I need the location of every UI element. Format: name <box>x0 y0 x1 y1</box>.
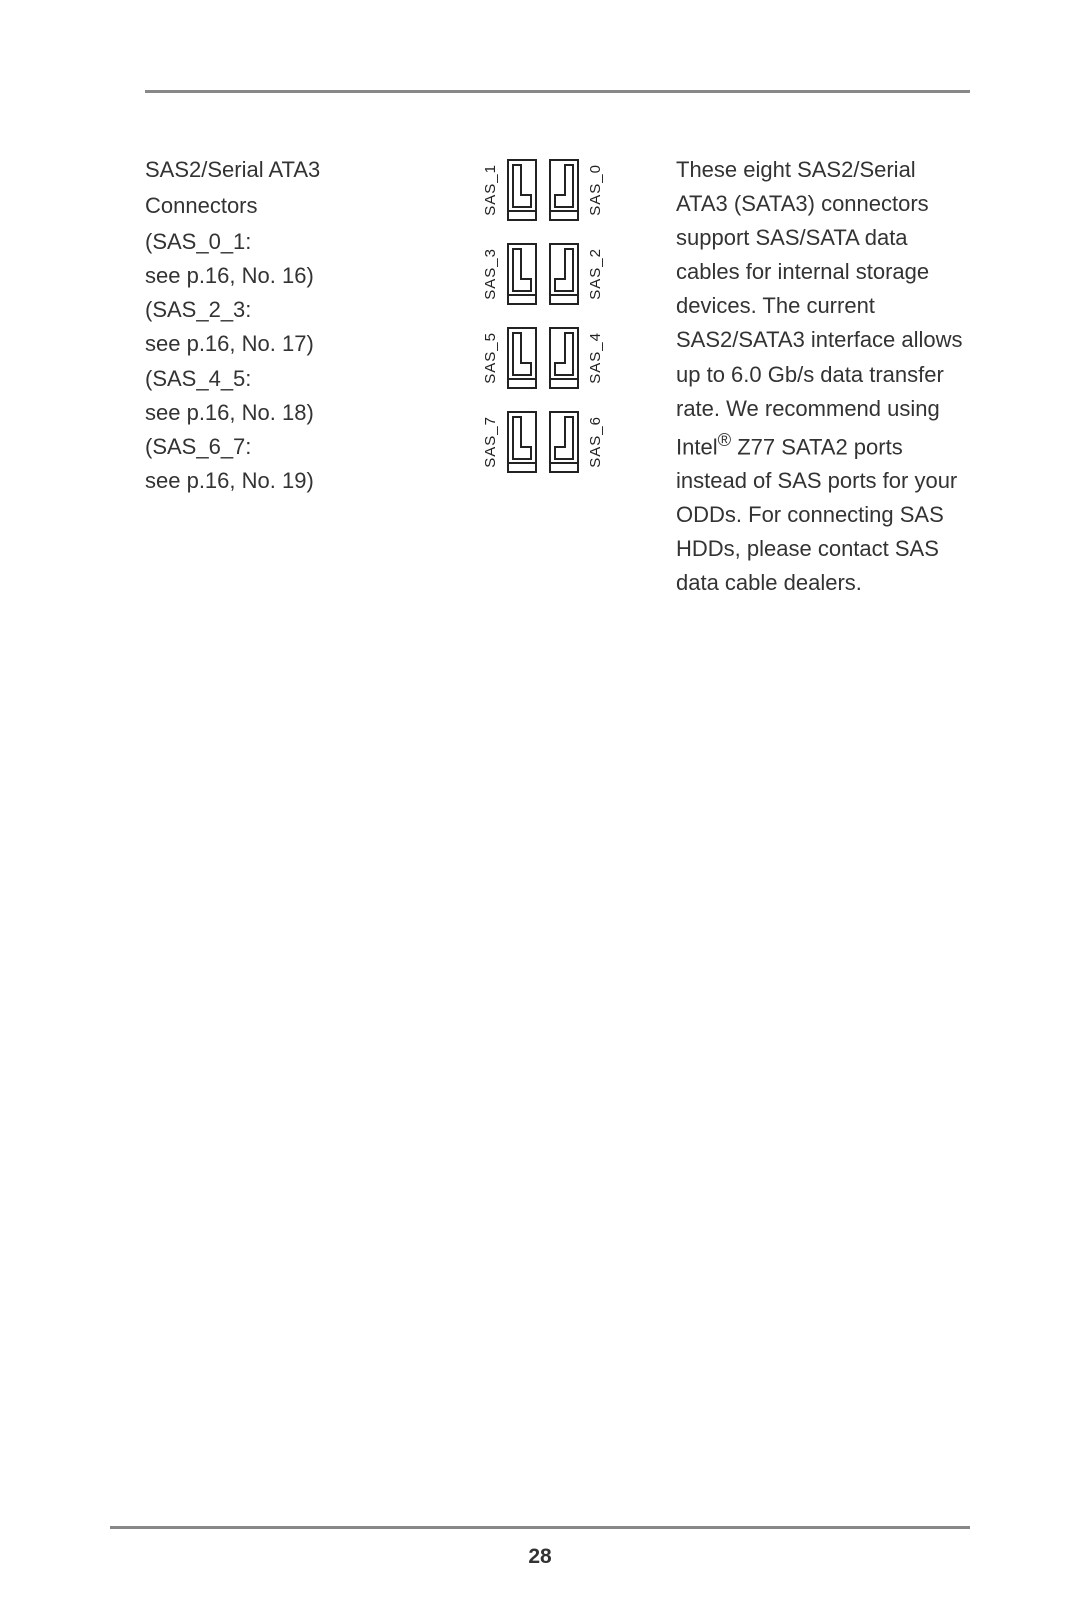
port-label-left: SAS_5 <box>482 332 499 384</box>
port-label-left: SAS_3 <box>482 248 499 300</box>
connector-pair: SAS_3 SAS_2 <box>482 243 604 305</box>
page: SAS2/Serial ATA3 Connectors (SAS_0_1: se… <box>0 0 1080 1619</box>
sata-port-icon <box>549 159 579 221</box>
connector-pair: SAS_7 SAS_6 <box>482 411 604 473</box>
sata-port-icon <box>507 159 537 221</box>
sata-port-icon <box>507 327 537 389</box>
sata-port-icon <box>549 327 579 389</box>
port-pair <box>507 243 579 305</box>
connector-diagram: SAS_1 SAS_0 SAS_3 SAS_2 SAS_5 SAS_4 SAS_7 SAS_6 <box>482 159 604 473</box>
page-number: 28 <box>0 1545 1080 1569</box>
content-row: SAS2/Serial ATA3 Connectors (SAS_0_1: se… <box>145 153 970 601</box>
ref-line: see p.16, No. 19) <box>145 464 410 498</box>
ref-line: (SAS_4_5: <box>145 362 410 396</box>
ref-line: see p.16, No. 16) <box>145 259 410 293</box>
port-label-left: SAS_1 <box>482 164 499 216</box>
sata-port-icon <box>549 411 579 473</box>
right-column: These eight SAS2/Serial ATA3 (SATA3) con… <box>676 153 970 601</box>
registered-symbol: ® <box>718 429 732 450</box>
diagram-column: SAS_1 SAS_0 SAS_3 SAS_2 SAS_5 SAS_4 SAS_7 SAS_6 <box>438 153 648 473</box>
port-label-left: SAS_7 <box>482 416 499 468</box>
ref-line: see p.16, No. 17) <box>145 327 410 361</box>
description-p1: These eight SAS2/Serial ATA3 (SATA3) con… <box>676 157 963 421</box>
sata-port-icon <box>507 243 537 305</box>
sata-port-icon <box>549 243 579 305</box>
ref-line: (SAS_6_7: <box>145 430 410 464</box>
port-label-right: SAS_4 <box>587 332 604 384</box>
connector-title-line2: Connectors <box>145 189 410 223</box>
port-label-right: SAS_0 <box>587 164 604 216</box>
left-column: SAS2/Serial ATA3 Connectors (SAS_0_1: se… <box>145 153 410 498</box>
connector-title-line1: SAS2/Serial ATA3 <box>145 153 410 187</box>
connector-pair: SAS_1 SAS_0 <box>482 159 604 221</box>
port-pair <box>507 327 579 389</box>
ref-line: (SAS_2_3: <box>145 293 410 327</box>
bottom-rule <box>110 1526 970 1529</box>
port-label-right: SAS_2 <box>587 248 604 300</box>
connector-pair: SAS_5 SAS_4 <box>482 327 604 389</box>
port-pair <box>507 159 579 221</box>
top-rule <box>145 90 970 93</box>
port-label-right: SAS_6 <box>587 416 604 468</box>
sata-port-icon <box>507 411 537 473</box>
ref-line: see p.16, No. 18) <box>145 396 410 430</box>
ref-line: (SAS_0_1: <box>145 225 410 259</box>
port-pair <box>507 411 579 473</box>
